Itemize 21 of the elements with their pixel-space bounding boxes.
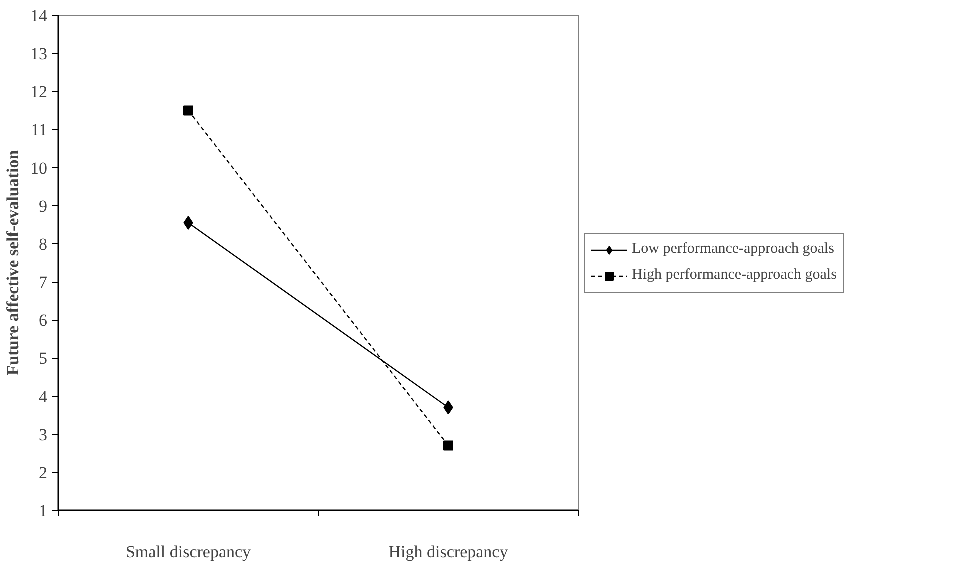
y-tick-label: 3: [39, 425, 48, 444]
legend-label: Low performance-approach goals: [632, 241, 834, 258]
y-tick-label: 1: [39, 502, 48, 520]
y-tick-label: 10: [30, 158, 48, 178]
y-tick-label: 14: [30, 6, 48, 26]
x-tick-label: High discrepancy: [388, 542, 509, 562]
y-tick-label: 5: [39, 349, 48, 368]
y-tick-label: 12: [30, 82, 48, 102]
y-tick-label: 13: [30, 44, 48, 64]
y-tick-label: 7: [39, 273, 48, 292]
y-axis-title: Future affective self-evaluation: [4, 150, 22, 376]
point: [444, 440, 454, 451]
y-tick-label: 4: [39, 387, 48, 406]
x-tick-label: Small discrepancy: [126, 542, 252, 562]
y-tick-label: 2: [39, 463, 48, 482]
legend-label: High performance-approach goals: [632, 267, 837, 284]
y-tick-label: 9: [39, 196, 48, 216]
y-tick-label: 6: [39, 311, 48, 330]
y-tick-label: 8: [39, 234, 48, 254]
point: [184, 106, 194, 116]
y-tick-label: 11: [31, 120, 48, 140]
